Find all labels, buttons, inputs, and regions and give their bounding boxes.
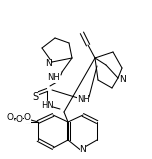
Text: N: N [80, 145, 86, 153]
Text: O: O [16, 115, 22, 124]
Text: S: S [32, 92, 38, 102]
Text: HN: HN [41, 100, 53, 110]
Text: O: O [7, 114, 14, 122]
Text: NH: NH [77, 96, 89, 104]
Text: NH: NH [48, 73, 60, 83]
Text: N: N [45, 59, 51, 69]
Text: N: N [120, 76, 126, 84]
Text: O: O [24, 114, 31, 122]
